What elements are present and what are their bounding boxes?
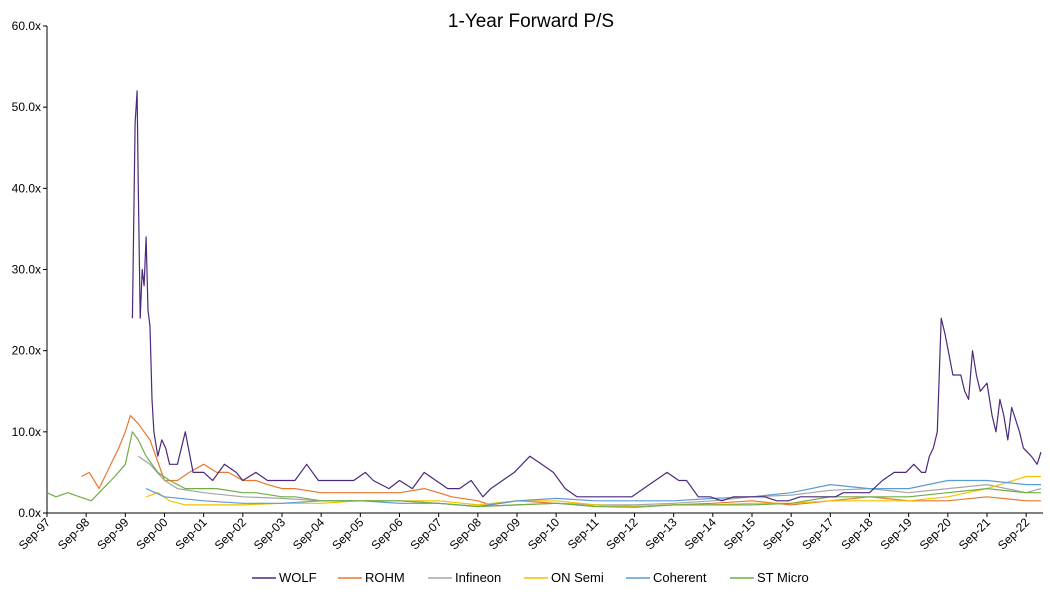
x-tick-label: Sep-22: [995, 515, 1032, 552]
series-group: [46, 90, 1042, 508]
chart-title: 1-Year Forward P/S: [448, 11, 614, 32]
legend: WOLF ROHM Infineon ON Semi Coherent ST Micro: [252, 570, 809, 585]
x-tick-label: Sep-11: [565, 515, 602, 552]
x-tick-label: Sep-03: [251, 515, 288, 552]
y-tick-label: 10.0x: [12, 425, 41, 439]
x-tick-label: Sep-04: [290, 515, 327, 552]
x-tick-label: Sep-05: [329, 515, 366, 552]
series-line-st-micro: [46, 431, 1041, 508]
x-tick-label: Sep-12: [603, 515, 640, 552]
legend-label: ON Semi: [551, 570, 604, 585]
series-line-wolf: [131, 90, 1042, 502]
legend-label: Infineon: [455, 570, 501, 585]
legend-label: WOLF: [279, 570, 317, 585]
x-tick-label: Sep-14: [682, 515, 719, 552]
legend-label: ROHM: [365, 570, 405, 585]
x-tick-label: Sep-19: [878, 515, 915, 552]
x-tick-label: Sep-00: [133, 515, 170, 552]
y-tick-label: 50.0x: [12, 100, 41, 114]
x-tick-label: Sep-15: [721, 515, 758, 552]
x-tick-group: Sep-97 Sep-98 Sep-99 Sep-00 Sep-01 Sep-02 Sep-…: [16, 513, 1033, 552]
y-tick-label: 40.0x: [12, 181, 41, 195]
x-tick-label: Sep-97: [16, 515, 53, 552]
series-line-coherent: [145, 479, 1041, 508]
series-line-rohm: [81, 415, 1041, 508]
x-tick-label: Sep-13: [643, 515, 680, 552]
y-tick-group: 0.0x 10.0x 20.0x 30.0x 40.0x 50.0x 60.0x: [12, 19, 47, 520]
x-tick-label: Sep-02: [212, 515, 249, 552]
x-tick-label: Sep-99: [94, 515, 131, 552]
x-tick-label: Sep-98: [55, 515, 92, 552]
x-tick-label: Sep-17: [799, 515, 836, 552]
x-tick-label: Sep-21: [956, 515, 993, 552]
x-tick-label: Sep-18: [838, 515, 875, 552]
legend-label: ST Micro: [757, 570, 809, 585]
x-tick-label: Sep-20: [917, 515, 954, 552]
series-line-on-semi: [145, 475, 1041, 508]
x-tick-label: Sep-09: [486, 515, 523, 552]
series-line-infineon: [137, 455, 1042, 508]
x-tick-label: Sep-16: [760, 515, 797, 552]
x-tick-label: Sep-07: [408, 515, 445, 552]
y-tick-label: 30.0x: [12, 263, 41, 277]
x-tick-label: Sep-06: [368, 515, 405, 552]
legend-label: Coherent: [653, 570, 707, 585]
x-tick-label: Sep-10: [525, 515, 562, 552]
x-tick-label: Sep-01: [173, 515, 210, 552]
y-tick-label: 60.0x: [12, 19, 41, 33]
y-tick-label: 0.0x: [18, 506, 41, 520]
x-tick-label: Sep-08: [447, 515, 484, 552]
y-tick-label: 20.0x: [12, 344, 41, 358]
